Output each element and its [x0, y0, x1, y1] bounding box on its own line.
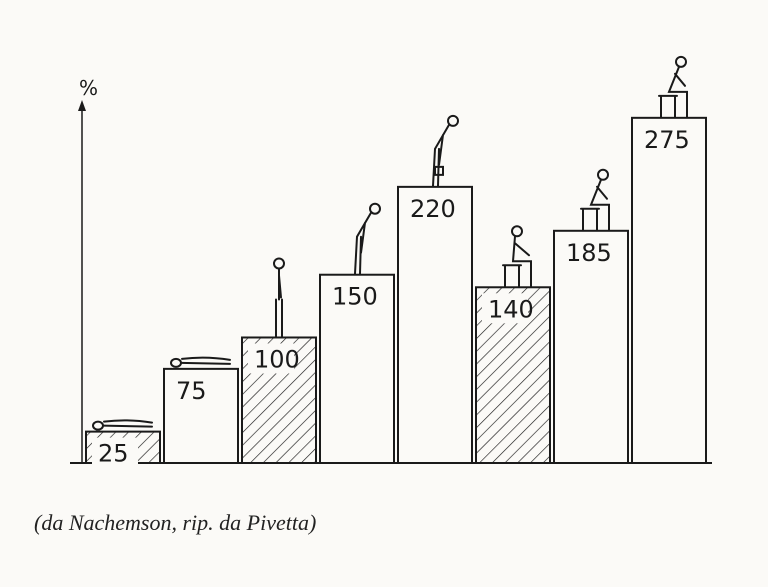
sitting-forward-icon [580, 168, 610, 231]
y-axis-arrow [78, 100, 86, 111]
lying-side-icon [170, 356, 231, 368]
label-backdrop [92, 437, 138, 468]
bar-value-label: 75 [176, 377, 207, 405]
figure-caption: (da Nachemson, rip. da Pivetta) [34, 510, 317, 535]
y-axis-label: % [79, 76, 98, 100]
bar-value-label: 150 [332, 283, 378, 311]
lying-flat-icon [92, 419, 153, 431]
bar [631, 116, 707, 465]
bar-value-label: 25 [98, 440, 129, 468]
sitting-lifting-icon [658, 55, 688, 118]
bar [319, 273, 395, 465]
bar-value-label: 100 [254, 345, 300, 373]
bar [397, 185, 473, 465]
label-backdrop [248, 343, 294, 374]
label-backdrop [482, 293, 528, 324]
bar-value-label: 220 [410, 195, 456, 223]
bending-lifting-icon [432, 114, 459, 187]
bar-value-label: 185 [566, 239, 612, 267]
bar-value-label: 275 [644, 126, 690, 154]
standing-icon [273, 257, 285, 338]
bar [163, 367, 239, 464]
bending-forward-icon [354, 202, 381, 275]
sitting-icon [502, 225, 532, 288]
bar-value-label: 140 [488, 295, 534, 323]
bar [553, 229, 629, 464]
